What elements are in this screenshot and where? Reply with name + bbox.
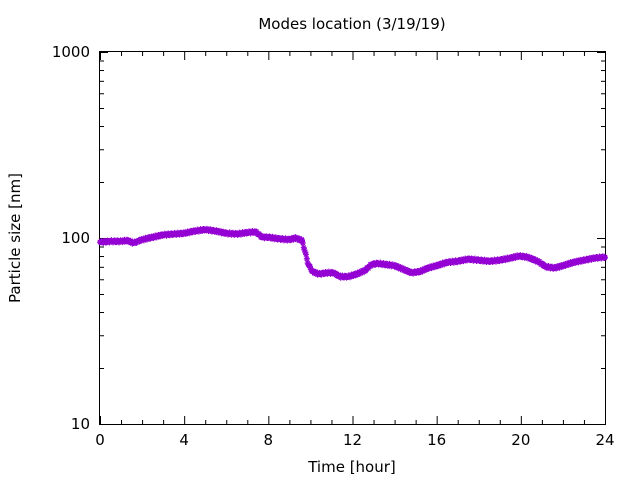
data-point (300, 244, 307, 251)
data-point (302, 251, 309, 258)
x-axis-label: Time [hour] (307, 458, 396, 476)
axis-ticks (100, 52, 606, 425)
x-tick-label: 12 (343, 431, 362, 449)
data-point (362, 267, 369, 274)
x-tick-label: 0 (95, 431, 105, 449)
data-point (569, 260, 576, 267)
data-point (601, 255, 608, 262)
x-tick-label: 8 (264, 431, 274, 449)
y-tick-labels: 10 100 1000 (52, 43, 90, 433)
data-point (359, 269, 366, 276)
data-point (302, 249, 309, 256)
data-point (303, 255, 310, 262)
data-point (335, 271, 342, 278)
data-point (506, 256, 513, 263)
data-point (304, 260, 311, 267)
y-tick-label: 10 (71, 415, 90, 433)
x-tick-label: 16 (427, 431, 446, 449)
plot-frame (99, 51, 606, 425)
data-point (301, 247, 308, 254)
y-tick-label: 1000 (52, 43, 90, 61)
x-tick-label: 20 (511, 431, 530, 449)
data-series (97, 225, 608, 281)
data-point (253, 228, 260, 235)
y-axis-label: Particle size [nm] (6, 173, 24, 303)
data-point (539, 260, 546, 267)
data-point (133, 239, 140, 246)
y-tick-label: 100 (61, 229, 90, 247)
data-point (299, 240, 306, 247)
x-tick-label: 24 (595, 431, 614, 449)
data-point (365, 265, 372, 272)
data-point (137, 237, 144, 244)
data-point (536, 258, 543, 265)
chart-title: Modes location (3/19/19) (258, 15, 445, 33)
data-point (298, 236, 305, 243)
data-point (306, 263, 313, 270)
data-point (526, 254, 533, 260)
data-point (441, 261, 448, 268)
x-tick-labels: 0 4 8 12 16 20 24 (95, 431, 614, 449)
x-tick-label: 4 (179, 431, 189, 449)
